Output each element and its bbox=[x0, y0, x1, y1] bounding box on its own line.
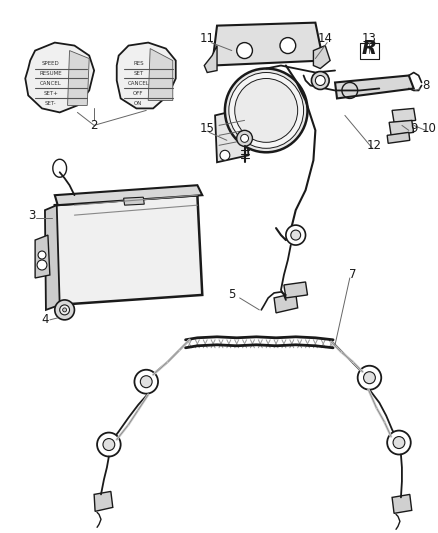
Polygon shape bbox=[392, 495, 412, 513]
Circle shape bbox=[55, 300, 74, 320]
Polygon shape bbox=[387, 132, 410, 143]
Circle shape bbox=[387, 431, 411, 455]
Polygon shape bbox=[55, 195, 202, 305]
Circle shape bbox=[291, 230, 300, 240]
Text: SET+: SET+ bbox=[43, 91, 58, 96]
Polygon shape bbox=[148, 49, 173, 100]
Circle shape bbox=[240, 134, 248, 142]
Circle shape bbox=[229, 72, 304, 148]
Text: 3: 3 bbox=[28, 208, 36, 222]
Polygon shape bbox=[35, 235, 50, 278]
Circle shape bbox=[225, 69, 307, 152]
Text: CANCEL: CANCEL bbox=[127, 81, 149, 86]
Circle shape bbox=[97, 433, 120, 456]
Circle shape bbox=[235, 78, 298, 142]
Polygon shape bbox=[212, 22, 323, 66]
Polygon shape bbox=[314, 46, 330, 69]
Polygon shape bbox=[215, 108, 248, 162]
Text: 7: 7 bbox=[349, 269, 357, 281]
Text: SET-: SET- bbox=[45, 101, 57, 106]
Text: SPEED: SPEED bbox=[42, 61, 60, 66]
Text: 5: 5 bbox=[228, 288, 236, 302]
Polygon shape bbox=[25, 43, 94, 112]
Polygon shape bbox=[389, 120, 414, 135]
Circle shape bbox=[60, 305, 70, 315]
Polygon shape bbox=[124, 197, 144, 205]
Text: OFF: OFF bbox=[133, 91, 144, 96]
Text: 13: 13 bbox=[362, 32, 377, 45]
Polygon shape bbox=[284, 282, 307, 298]
Polygon shape bbox=[117, 43, 176, 108]
Circle shape bbox=[140, 376, 152, 387]
Text: 2: 2 bbox=[90, 119, 98, 132]
Text: 14: 14 bbox=[318, 32, 333, 45]
Polygon shape bbox=[274, 293, 298, 313]
Text: 12: 12 bbox=[367, 139, 382, 152]
Circle shape bbox=[237, 43, 252, 59]
Circle shape bbox=[358, 366, 381, 390]
Polygon shape bbox=[204, 46, 217, 72]
Circle shape bbox=[393, 437, 405, 449]
Circle shape bbox=[286, 225, 306, 245]
Polygon shape bbox=[392, 108, 416, 123]
Text: CANCEL: CANCEL bbox=[40, 81, 62, 86]
Circle shape bbox=[315, 76, 325, 85]
Text: ON: ON bbox=[134, 101, 142, 106]
Text: RESUME: RESUME bbox=[39, 71, 62, 76]
Polygon shape bbox=[55, 185, 202, 205]
Circle shape bbox=[237, 131, 252, 147]
Text: 15: 15 bbox=[200, 122, 215, 135]
Text: RES: RES bbox=[133, 61, 144, 66]
Circle shape bbox=[220, 150, 230, 160]
Text: SET: SET bbox=[133, 71, 143, 76]
Text: 9: 9 bbox=[410, 122, 417, 135]
Text: 11: 11 bbox=[200, 32, 215, 45]
Circle shape bbox=[103, 439, 115, 450]
Circle shape bbox=[38, 251, 46, 259]
Text: 8: 8 bbox=[422, 79, 429, 92]
Polygon shape bbox=[67, 51, 89, 106]
Polygon shape bbox=[45, 205, 60, 310]
Circle shape bbox=[134, 370, 158, 394]
Circle shape bbox=[63, 308, 67, 312]
Circle shape bbox=[311, 71, 329, 90]
Circle shape bbox=[37, 260, 47, 270]
Text: 4: 4 bbox=[41, 313, 49, 326]
Polygon shape bbox=[335, 76, 414, 99]
Circle shape bbox=[364, 372, 375, 384]
Circle shape bbox=[280, 38, 296, 53]
Polygon shape bbox=[94, 491, 113, 511]
Text: 10: 10 bbox=[422, 122, 437, 135]
Text: R: R bbox=[362, 39, 377, 58]
